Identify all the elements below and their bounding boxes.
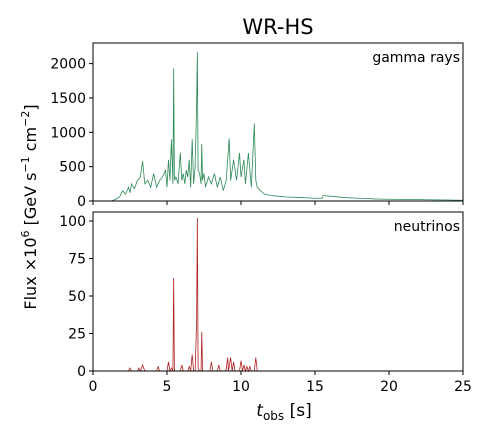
y-tick-label: 50 <box>68 289 86 305</box>
panel-gamma-rays-frame <box>92 42 464 202</box>
x-tick-label: 5 <box>163 379 172 395</box>
panel-neutrinos-ticks: 0 25 50 75 100 <box>59 214 464 380</box>
y-tick-label: 0 <box>77 364 86 380</box>
x-axis-label: tobs [s] <box>256 401 311 423</box>
x-tick-label: 20 <box>380 379 398 395</box>
panel-gamma-rays-ticks: 0 500 1000 1500 2000 <box>50 57 464 210</box>
x-tick-label: 15 <box>306 379 324 395</box>
y-tick-label: 25 <box>68 327 86 343</box>
chart-title: WR-HS <box>242 15 313 39</box>
y-tick-label: 100 <box>59 214 86 230</box>
neutrinos-series-line <box>115 217 264 373</box>
x-tick-label: 0 <box>89 379 98 395</box>
gamma-rays-label: gamma rays <box>372 50 460 66</box>
x-tick-label: 10 <box>232 379 250 395</box>
x-axis-ticks: 0 5 10 15 20 25 <box>89 379 472 395</box>
panel-neutrinos-frame <box>92 211 464 372</box>
x-tick-label: 25 <box>454 379 472 395</box>
y-tick-label: 1000 <box>50 125 86 141</box>
panel-gamma-rays: 0 500 1000 1500 2000 gamma rays <box>50 42 464 210</box>
neutrinos-label: neutrinos <box>394 219 460 235</box>
y-tick-label: 2000 <box>50 57 86 73</box>
y-tick-label: 0 <box>77 194 86 210</box>
y-axis-label: Flux ×106 [GeV s−1 cm−2] <box>19 104 40 309</box>
y-tick-label: 500 <box>59 160 86 176</box>
y-tick-label: 1500 <box>50 91 86 107</box>
panel-neutrinos: 0 25 50 75 100 neutrinos <box>59 211 464 380</box>
gamma-rays-series-line <box>110 51 464 202</box>
y-tick-label: 75 <box>68 252 86 268</box>
